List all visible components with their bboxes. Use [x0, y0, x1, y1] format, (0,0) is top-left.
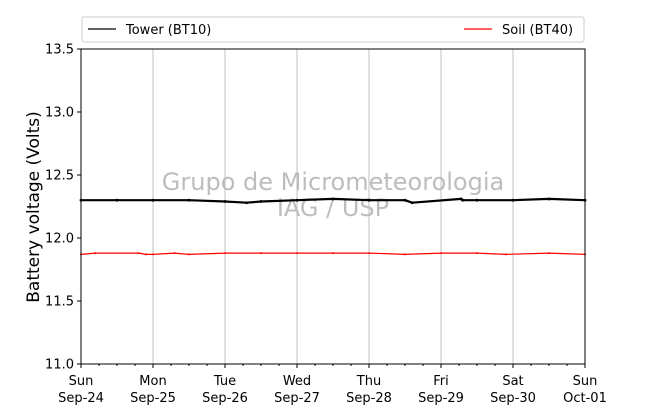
soil-point — [188, 253, 190, 256]
watermark: Grupo de Micrometeorologia IAG / USP — [162, 168, 504, 222]
tower-point — [245, 201, 249, 205]
tower-point — [331, 197, 335, 201]
tower-point — [403, 198, 407, 202]
tower-point — [223, 200, 227, 203]
tower-point — [295, 198, 299, 202]
y-tick-label: 13.0 — [45, 106, 74, 121]
tower-point — [259, 200, 263, 203]
soil-point — [296, 252, 298, 255]
grid-lines — [152, 49, 514, 364]
soil-point — [440, 252, 442, 255]
x-tick-date: Sep-27 — [274, 391, 320, 406]
y-axis-ticks: 11.0 11.5 12.0 12.5 13.0 13.5 — [45, 43, 81, 373]
y-tick-label: 12.0 — [45, 232, 74, 247]
tower-point — [367, 198, 371, 202]
soil-point — [404, 253, 406, 256]
soil-point — [332, 252, 334, 255]
tower-point — [461, 198, 464, 202]
x-tick-date: Sep-25 — [130, 391, 176, 406]
x-tick-day: Tue — [213, 374, 236, 389]
soil-point — [504, 253, 507, 256]
soil-point — [173, 252, 176, 255]
series-line-soil — [80, 252, 586, 255]
soil-point — [548, 252, 550, 255]
x-tick-date: Sep-28 — [346, 391, 392, 406]
y-tick-label: 11.0 — [45, 358, 74, 373]
watermark-line-1: Grupo de Micrometeorologia — [162, 168, 504, 196]
soil-point — [152, 253, 154, 256]
x-tick-date: Sep-26 — [202, 391, 248, 406]
tower-point — [547, 197, 551, 201]
x-tick-date: Sep-29 — [418, 391, 464, 406]
x-tick-day: Sun — [573, 374, 598, 389]
soil-point — [137, 252, 140, 255]
legend-label-tower: Tower (BT10) — [125, 23, 211, 38]
legend: Tower (BT10) Soil (BT40) — [81, 16, 585, 43]
x-tick-day: Sun — [69, 374, 94, 389]
y-tick-label: 13.5 — [45, 43, 74, 58]
tower-point — [511, 198, 515, 202]
x-axis-ticks: Sun Sep-24 Mon Sep-25 Tue Sep-26 Wed Sep-27 Thu S… — [58, 364, 607, 406]
y-tick-label: 12.5 — [45, 169, 74, 184]
x-tick-day: Mon — [139, 374, 166, 389]
series-line-tower — [81, 197, 586, 204]
x-tick-day: Thu — [356, 374, 381, 389]
x-tick-date: Sep-24 — [58, 391, 104, 406]
soil-point — [260, 252, 262, 255]
tower-point — [115, 198, 119, 202]
tower-point — [475, 198, 479, 202]
y-axis-label: Battery voltage (Volts) — [24, 111, 44, 302]
soil-point — [224, 252, 226, 255]
x-tick-date: Sep-30 — [490, 391, 536, 406]
soil-point — [144, 253, 147, 256]
tower-point — [187, 198, 191, 202]
y-tick-label: 11.5 — [45, 295, 74, 310]
x-tick-day: Sat — [502, 374, 523, 389]
soil-point — [368, 252, 370, 255]
soil-point — [476, 252, 478, 255]
legend-label-soil: Soil (BT40) — [502, 23, 573, 38]
x-tick-date: Oct-01 — [563, 391, 607, 406]
x-tick-day: Wed — [283, 374, 311, 389]
tower-point — [151, 198, 155, 202]
x-tick-day: Fri — [433, 374, 449, 389]
tower-point — [410, 201, 414, 205]
soil-point — [94, 252, 97, 255]
